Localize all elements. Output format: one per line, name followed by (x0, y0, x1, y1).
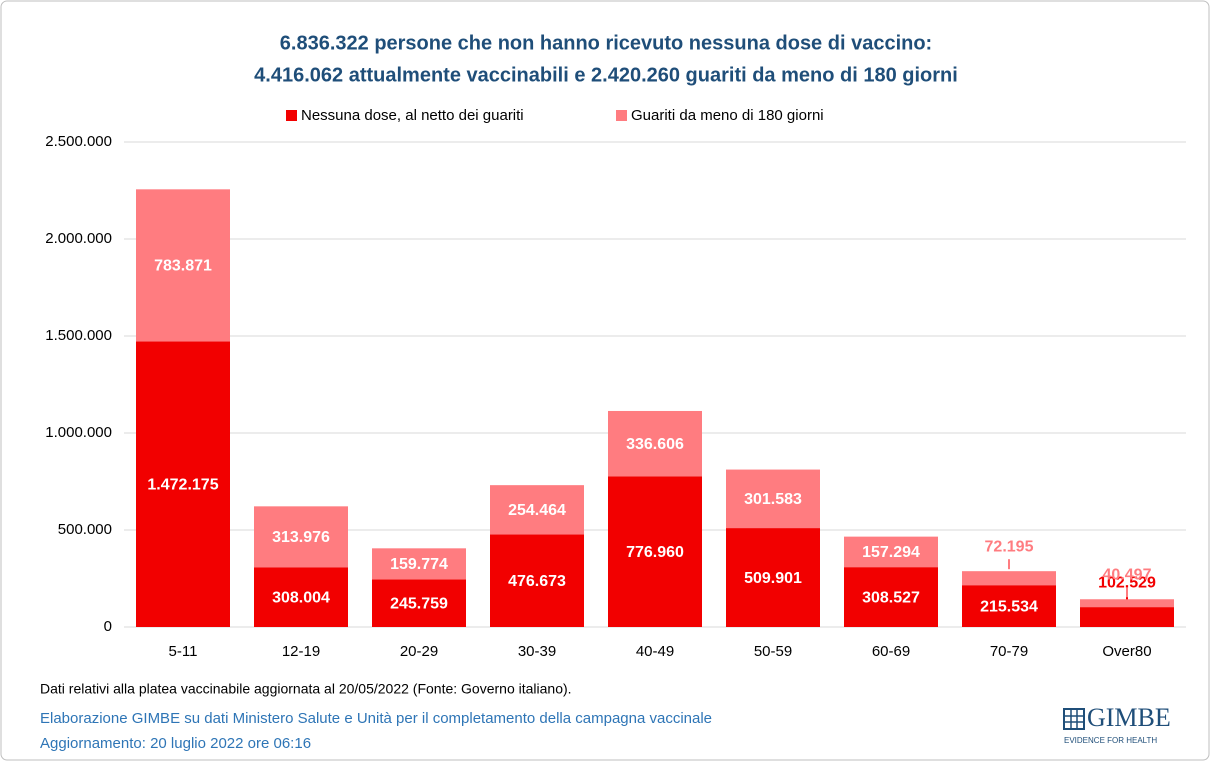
logo-grid (1064, 709, 1084, 729)
y-tick-label: 1.000.000 (45, 424, 112, 441)
value-label: 215.534 (980, 598, 1038, 615)
value-label: 254.464 (508, 502, 566, 519)
value-label: 301.583 (744, 491, 802, 508)
x-tick-label: 50-59 (754, 643, 792, 660)
legend-swatch (616, 110, 627, 121)
bar-segment (844, 567, 938, 627)
y-tick-label: 0 (104, 618, 112, 635)
value-label: 72.195 (985, 538, 1034, 555)
value-label: 159.774 (390, 556, 448, 573)
bar-segment (726, 528, 820, 627)
y-tick-label: 2.000.000 (45, 230, 112, 247)
value-label: 102.529 (1098, 574, 1156, 591)
value-label: 245.759 (390, 595, 448, 612)
x-tick-label: 5-11 (169, 643, 198, 660)
bar-segment (608, 476, 702, 627)
bar-segment (1080, 607, 1174, 627)
y-tick-label: 2.500.000 (45, 133, 112, 150)
bar-segment (726, 469, 820, 529)
logo-text: GIMBE (1087, 703, 1171, 732)
bar-segment (962, 585, 1056, 627)
value-label: 476.673 (508, 573, 566, 590)
update: Aggiornamento: 20 luglio 2022 ore 06:16 (40, 735, 311, 752)
value-label: 308.527 (862, 589, 920, 606)
x-tick-label: 70-79 (990, 643, 1028, 660)
source: Elaborazione GIMBE su dati Ministero Sal… (40, 710, 712, 727)
bar-segment (254, 567, 348, 627)
y-tick-label: 500.000 (58, 521, 112, 538)
bar-segment (608, 410, 702, 477)
bar-segment (1080, 599, 1174, 608)
value-label: 313.976 (272, 529, 330, 546)
value-label: 157.294 (862, 544, 920, 561)
value-label: 776.960 (626, 544, 684, 561)
legend-label: Guariti da meno di 180 giorni (631, 107, 824, 124)
value-label: 308.004 (272, 589, 330, 606)
x-tick-label: Over80 (1102, 643, 1151, 660)
legend-label: Nessuna dose, al netto dei guariti (301, 107, 524, 124)
logo: GIMBE EVIDENCE FOR HEALTH (1063, 703, 1171, 745)
note: Dati relativi alla platea vaccinabile ag… (40, 681, 572, 697)
bar-segment (372, 579, 466, 627)
chart-title: 6.836.322 persone che non hanno ricevuto… (280, 32, 932, 54)
legend-swatch (286, 110, 297, 121)
value-label: 40.497 (1103, 566, 1152, 583)
x-tick-label: 40-49 (636, 643, 674, 660)
x-tick-label: 12-19 (282, 643, 320, 660)
logo-icon (1063, 708, 1085, 730)
bar-segment (490, 485, 584, 535)
bar-segment (844, 536, 938, 568)
logo-tagline: EVIDENCE FOR HEALTH (1064, 736, 1157, 745)
bar-segment (254, 506, 348, 568)
bar-segment (490, 534, 584, 627)
x-tick-label: 30-39 (518, 643, 556, 660)
value-label: 336.606 (626, 436, 684, 453)
x-tick-label: 20-29 (400, 643, 438, 660)
value-label: 783.871 (154, 258, 212, 275)
bar-segment (136, 341, 230, 627)
value-label: 509.901 (744, 570, 802, 587)
value-label: 1.472.175 (147, 476, 218, 493)
bar-segment (962, 571, 1056, 586)
y-tick-label: 1.500.000 (45, 327, 112, 344)
bar-segment (136, 189, 230, 342)
chart-subtitle: 4.416.062 attualmente vaccinabili e 2.42… (254, 64, 958, 86)
x-tick-label: 60-69 (872, 643, 910, 660)
bar-segment (372, 548, 466, 580)
